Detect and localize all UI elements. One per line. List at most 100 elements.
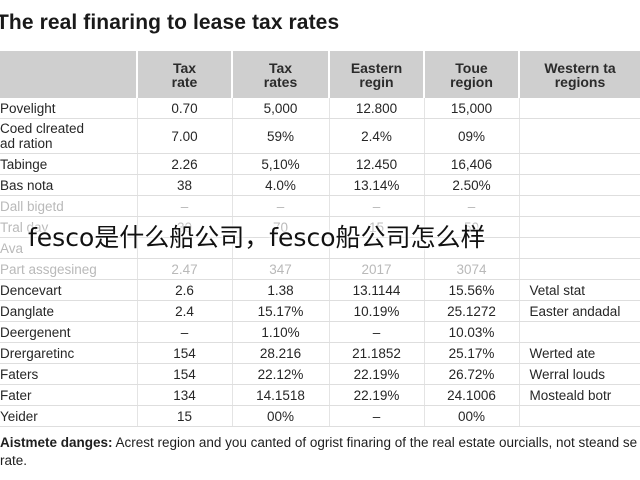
table-cell: 22.12% [232,363,330,385]
footnote: Aistmete danges: Acrest region and you c… [0,434,640,470]
table-row: Danglate 2.4 15.17% 10.19% 25.1272 Easter and… [0,300,640,322]
row-label-cell: Danglate [0,300,138,322]
table-cell: 15.56% [424,279,520,301]
table-cell [519,405,640,427]
table-row: Deergenent –1.10% –10.03% [0,321,640,343]
table-cell: 10.03% [424,321,520,343]
table-cell: – [329,195,425,217]
row-label-cell: Tral day [0,216,138,238]
table-cell [424,237,520,259]
table-cell: Easter andadal [519,300,640,322]
row-label-cell: Bas nota [0,174,138,196]
table-cell: Vetal stat [519,279,640,301]
table-cell: Werral louds [519,363,640,385]
table-cell: 25.17% [424,342,520,364]
table-cell [519,98,640,119]
table-cell: – [329,321,425,343]
table-cell: 7.00 [137,118,233,154]
table-row: Bas nota 38 4.0% 13.14% 2.50% [0,174,640,196]
table-cell [137,237,233,259]
row-label-cell: Dencevart [0,279,138,301]
header-cell-western-regions: Western ta regions [519,51,640,98]
table-cell [519,118,640,154]
table-row: Fater 134 14.1518 22.19% 24.1006 Mosteald bot… [0,384,640,406]
table-cell: – [424,195,520,217]
table-cell: 2.6 [137,279,233,301]
table-row: Ava [0,237,640,259]
table-cell: 347 [232,258,330,280]
row-label-cell: Yeider [0,405,138,427]
table-cell: 15 [329,216,425,238]
table-cell [519,195,640,217]
table-cell: 21.1852 [329,342,425,364]
table-cell: 26.72% [424,363,520,385]
table-cell [232,237,330,259]
table-cell: 00% [424,405,520,427]
row-label-cell: Fater [0,384,138,406]
table-cell: – [137,321,233,343]
table-cell: 15.17% [232,300,330,322]
overlay-caption: fesco是什么船公司，fesco船公司怎么样 [28,223,486,252]
table-cell: – [137,195,233,217]
header-cell-tax-rate: Tax rate [137,51,233,98]
table-cell: 0.70 [137,98,233,119]
table-cell: 2.26 [137,153,233,175]
table-cell: – [329,405,425,427]
row-label-cell: Faters [0,363,138,385]
table-cell: 1.38 [232,279,330,301]
table-row: Dall bigetd – – – – [0,195,640,217]
table-cell: 154 [137,363,233,385]
table-cell: 134 [137,384,233,406]
table-cell: 70 [232,216,330,238]
table-cell [519,321,640,343]
table-cell: 24.1006 [424,384,520,406]
table-cell: 154 [137,342,233,364]
table-cell: 2.47 [137,258,233,280]
table-cell: 38 [137,174,233,196]
row-label-cell: Dall bigetd [0,195,138,217]
table-cell: 15 [137,405,233,427]
table-row: Part assgesineg 2.47 347 2017 3074 [0,258,640,280]
table-cell: 2.4 [137,300,233,322]
table-cell: 59% [232,118,330,154]
table-cell: 16,406 [424,153,520,175]
table-cell: Mosteald botr [519,384,640,406]
table-cell: 22.19% [329,384,425,406]
tax-rates-table: Tax rate Tax rates Eastern regin Toue re… [0,51,640,427]
table-body: Povelight 0.70 5,000 12.800 15,000 Coed clrea… [0,98,640,427]
page-title: The real finaring to lease tax rates [0,11,340,34]
table-cell: 14.1518 [232,384,330,406]
table-cell [329,237,425,259]
table-row: Tral day 30 70 15 50 [0,216,640,238]
header-cell-tax-rates: Tax rates [232,51,330,98]
table-cell [519,258,640,280]
table-cell: 30 [137,216,233,238]
header-cell-eastern-region: Eastern regin [329,51,425,98]
table-cell: 12.450 [329,153,425,175]
header-cell-toue-region: Toue region [424,51,520,98]
row-label-cell: Deergenent [0,321,138,343]
row-label-cell: Part assgesineg [0,258,138,280]
table-cell: 4.0% [232,174,330,196]
table-row: Drergaretinc 154 28.216 21.1852 25.17% Werted… [0,342,640,364]
table-cell [519,237,640,259]
table-cell: 1.10% [232,321,330,343]
table-cell: Werted ate [519,342,640,364]
table-cell: 13.1144 [329,279,425,301]
row-label-cell: Coed clreated ad ration [0,118,138,154]
table-cell: 13.14% [329,174,425,196]
table-header-row: Tax rate Tax rates Eastern regin Toue re… [0,51,640,98]
table-cell: 5,000 [232,98,330,119]
table-cell: 2.50% [424,174,520,196]
table-cell: 50 [424,216,520,238]
table-cell: 5,10% [232,153,330,175]
table-cell [519,153,640,175]
footnote-label: Aistmete danges: [0,435,113,450]
table-cell: 12.800 [329,98,425,119]
table-row: Faters 154 22.12% 22.19% 26.72% Werral louds [0,363,640,385]
table-row: Dencevart 2.6 1.38 13.1144 15.56% Vetal stat [0,279,640,301]
table-cell: 10.19% [329,300,425,322]
table-cell [519,216,640,238]
table-row: Povelight 0.70 5,000 12.800 15,000 [0,98,640,119]
row-label-cell: Drergaretinc [0,342,138,364]
